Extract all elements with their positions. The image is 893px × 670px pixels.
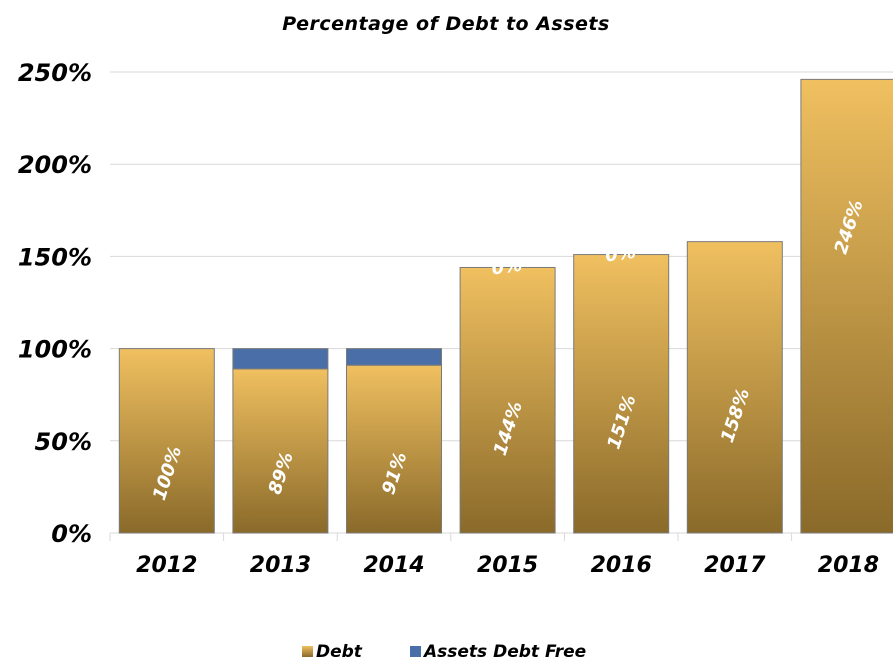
chart-title: Percentage of Debt to Assets xyxy=(282,13,610,35)
bar-assets-debt-free xyxy=(346,348,442,366)
y-tick-label: 250% xyxy=(18,59,92,87)
legend-label: Debt xyxy=(316,642,363,662)
x-axis: 2012 2013 2014 2015 2016 2017 2018 xyxy=(136,553,879,578)
bar-debt xyxy=(686,241,783,534)
bar-debt xyxy=(800,78,893,534)
bar-debt xyxy=(346,364,442,534)
x-tick-label: 2014 xyxy=(363,553,424,578)
legend-swatch xyxy=(302,646,313,657)
x-tick-label: 2015 xyxy=(477,553,538,578)
y-tick-label: 0% xyxy=(51,520,92,548)
x-tick-label: 2012 xyxy=(136,553,197,578)
y-tick-label: 50% xyxy=(35,428,92,456)
bar-debt xyxy=(232,368,329,534)
y-tick-label: 150% xyxy=(18,243,92,271)
bar-debt xyxy=(459,266,556,534)
x-tick-label: 2016 xyxy=(591,553,652,578)
bar-debt xyxy=(573,254,670,534)
legend-label: Assets Debt Free xyxy=(422,642,586,662)
legend-swatch xyxy=(410,646,421,657)
data-label-assets-debt-free: 0% xyxy=(490,254,523,279)
bar-debt xyxy=(118,348,215,534)
bars-layer xyxy=(118,78,893,534)
x-tick-label: 2017 xyxy=(704,553,766,578)
legend: Debt Assets Debt Free xyxy=(302,642,586,662)
data-label-assets-debt-free: 0% xyxy=(604,242,637,267)
x-tick-label: 2018 xyxy=(818,553,879,578)
x-tick-label: 2013 xyxy=(250,553,311,578)
y-tick-label: 200% xyxy=(18,151,92,179)
y-tick-label: 100% xyxy=(18,336,92,364)
y-axis: 0% 50% 100% 150% 200% 250% xyxy=(18,59,92,548)
bar-assets-debt-free xyxy=(232,348,329,370)
